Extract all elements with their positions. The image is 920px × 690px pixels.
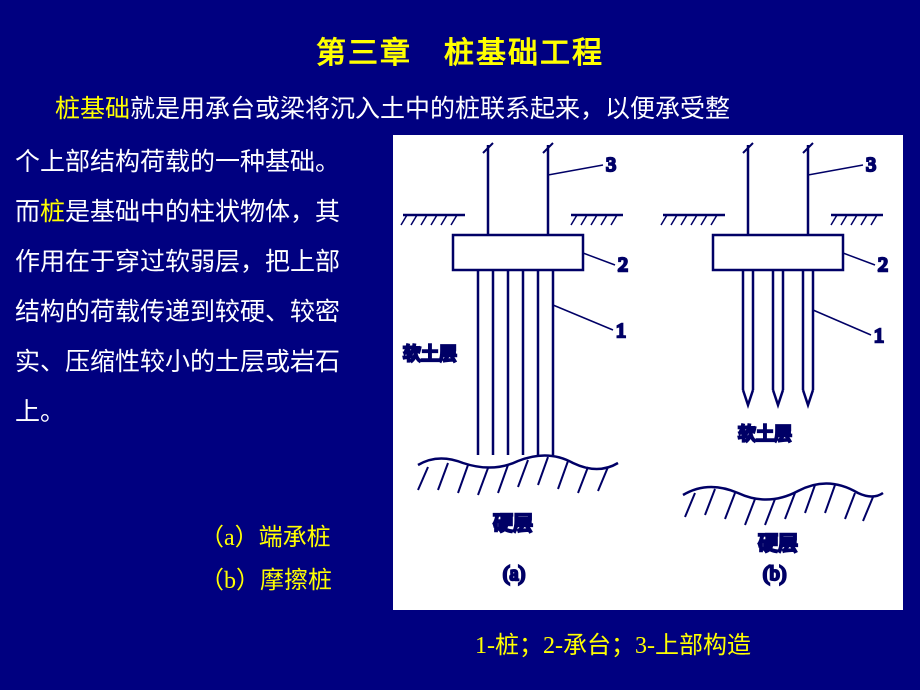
para-2b-pre: 而 bbox=[15, 199, 40, 226]
soft-layer-b: 软土层 bbox=[738, 424, 792, 444]
highlight-term-2: 桩 bbox=[40, 199, 65, 226]
label-1-a: 1 bbox=[616, 320, 626, 342]
diagram-sublabels: （a）端承桩 （b）摩擦桩 bbox=[200, 517, 332, 603]
para-line-5: 实、压缩性较小的土层或岩石 bbox=[15, 338, 385, 388]
para-line-6: 上。 bbox=[15, 388, 385, 438]
label-2-a: 2 bbox=[618, 254, 628, 276]
para-line-2b: 而桩是基础中的柱状物体，其 bbox=[15, 188, 385, 238]
para-line-2a: 个上部结构荷载的一种基础。 bbox=[15, 138, 385, 188]
para-2b-post: 是基础中的柱状物体，其 bbox=[65, 199, 340, 226]
highlight-term-1: 桩基础 bbox=[55, 96, 130, 123]
sublabel-a: （a）端承桩 bbox=[200, 517, 332, 560]
intro-left-column: 个上部结构荷载的一种基础。 而桩是基础中的柱状物体，其 作用在于穿过软弱层，把上… bbox=[15, 138, 385, 438]
page-title: 第三章 桩基础工程 bbox=[0, 0, 920, 72]
label-1-b: 1 bbox=[874, 325, 884, 347]
diagram-legend: 1-桩；2-承台；3-上部构造 bbox=[475, 625, 751, 660]
intro-first-line: 桩基础就是用承台或梁将沉入土中的桩联系起来，以便承受整 bbox=[55, 85, 905, 135]
caption-a: (a) bbox=[503, 563, 525, 585]
label-3-a: 3 bbox=[606, 154, 616, 176]
para-line-4: 结构的荷载传递到较硬、较密 bbox=[15, 288, 385, 338]
intro-line1-rest: 就是用承台或梁将沉入土中的桩联系起来，以便承受整 bbox=[130, 96, 730, 123]
hard-layer-a: 硬层 bbox=[493, 513, 533, 535]
sublabel-b: （b）摩擦桩 bbox=[200, 560, 332, 603]
label-3-b: 3 bbox=[866, 154, 876, 176]
pile-diagram: 3 2 1 软土层 bbox=[393, 135, 903, 610]
para-line-3: 作用在于穿过软弱层，把上部 bbox=[15, 238, 385, 288]
hard-layer-b: 硬层 bbox=[758, 533, 798, 555]
caption-b: (b) bbox=[763, 563, 786, 585]
soft-layer-a: 软土层 bbox=[403, 344, 457, 364]
label-2-b: 2 bbox=[878, 254, 888, 276]
